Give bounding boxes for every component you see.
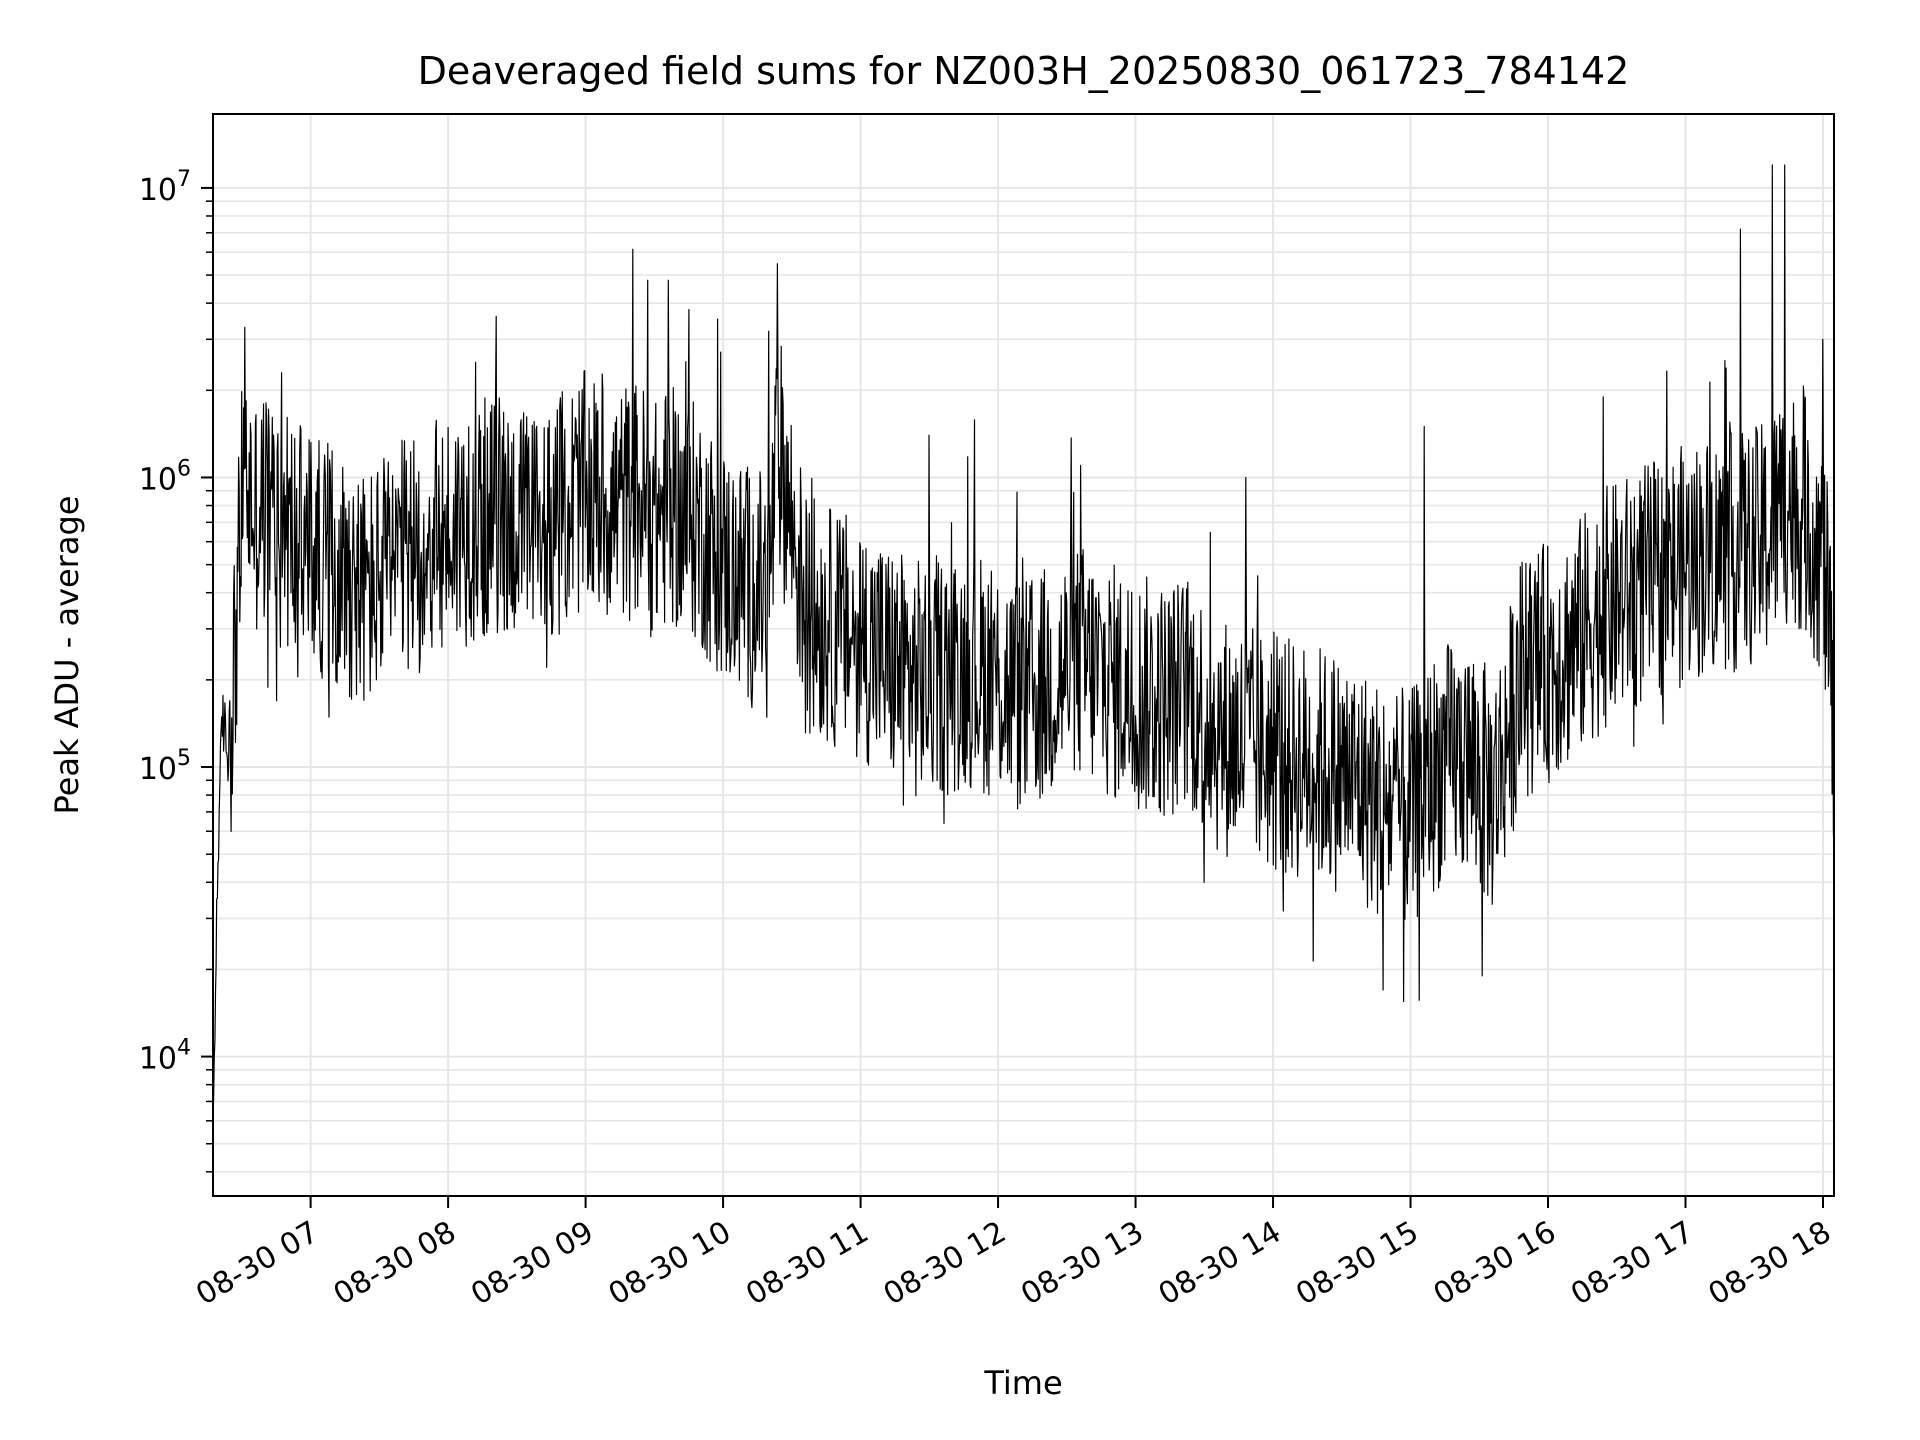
y-axis-title: Peak ADU - average — [48, 496, 86, 815]
y-tick-label: 107 — [139, 167, 191, 208]
y-tick-label: 106 — [139, 456, 191, 497]
y-axis-ticks: 104 105 106 107 — [139, 167, 213, 1173]
y-tick-label: 105 — [139, 746, 191, 787]
data-series — [212, 164, 1835, 1113]
chart-title: Deaveraged field sums for NZ003H_2025083… — [418, 49, 1630, 93]
y-tick-label: 104 — [139, 1036, 191, 1077]
x-axis-title: Time — [983, 1364, 1062, 1402]
series-line — [212, 164, 1835, 1113]
grid — [213, 114, 1834, 1196]
plot-area-frame — [212, 113, 1835, 1197]
